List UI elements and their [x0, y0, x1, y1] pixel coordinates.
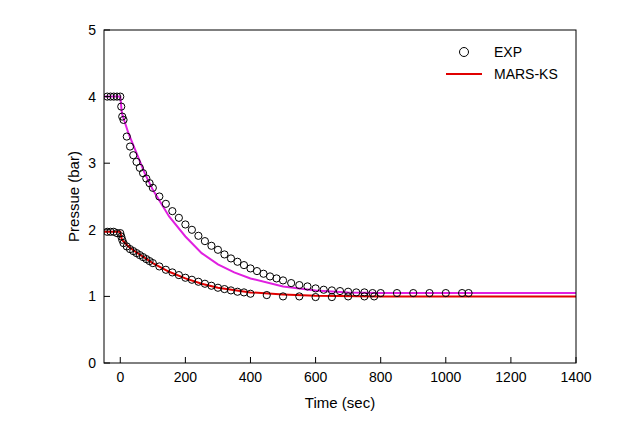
- x-tick-label: 0: [116, 369, 124, 385]
- x-tick-label: 200: [174, 369, 198, 385]
- x-tick: [445, 357, 446, 363]
- y-tick-label: 3: [88, 155, 96, 171]
- exp-point: [175, 214, 182, 221]
- y-tick-label: 5: [88, 22, 96, 38]
- exp-point: [221, 251, 228, 258]
- legend-line: [446, 73, 482, 75]
- exp-point: [208, 242, 215, 249]
- x-tick: [315, 357, 316, 363]
- exp-point: [136, 164, 143, 171]
- x-tick-label: 400: [239, 369, 263, 385]
- x-axis-label: Time (sec): [305, 394, 375, 411]
- legend-marker: [460, 48, 469, 57]
- exp-point: [118, 103, 125, 110]
- exp-point: [130, 152, 137, 159]
- x-tick-label: 600: [304, 369, 328, 385]
- x-tick-label: 1400: [560, 369, 591, 385]
- exp-point: [227, 287, 234, 294]
- exp-point: [247, 290, 254, 297]
- exp-point: [288, 279, 295, 286]
- exp-point: [169, 208, 176, 215]
- exp-point: [320, 286, 327, 293]
- y-tick-label: 4: [88, 89, 96, 105]
- plot-area: [104, 93, 576, 301]
- y-axis-label: Pressue (bar): [65, 151, 82, 242]
- x-tick-label: 1000: [430, 369, 461, 385]
- exp-point: [442, 289, 449, 296]
- exp-point: [353, 289, 360, 296]
- exp-point: [214, 246, 221, 253]
- exp-point: [361, 293, 368, 300]
- x-tick: [576, 357, 577, 363]
- y-tick: [104, 229, 110, 230]
- x-tick: [185, 357, 186, 363]
- exp-point: [126, 143, 133, 150]
- exp-point: [296, 281, 303, 288]
- legend-label: MARS-KS: [494, 66, 558, 82]
- exp-point: [279, 293, 286, 300]
- y-tick-label: 0: [88, 355, 96, 371]
- y-tick: [104, 296, 110, 297]
- exp-point: [240, 289, 247, 296]
- exp-point: [328, 293, 335, 300]
- exp-point: [156, 193, 163, 200]
- x-tick-label: 1200: [495, 369, 526, 385]
- x-tick: [250, 357, 251, 363]
- legend: EXP MARS-KS: [446, 44, 558, 82]
- exp-point: [182, 221, 189, 228]
- exp-point: [188, 226, 195, 233]
- sim-line: [104, 97, 576, 293]
- exp-point: [426, 289, 433, 296]
- exp-point: [371, 293, 378, 300]
- exp-point: [123, 133, 130, 140]
- y-tick: [104, 363, 110, 364]
- exp-point: [117, 93, 124, 100]
- exp-point: [410, 289, 417, 296]
- exp-point: [201, 238, 208, 245]
- legend-label: EXP: [494, 44, 522, 60]
- y-tick: [104, 163, 110, 164]
- exp-point: [214, 284, 221, 291]
- x-tick: [380, 357, 381, 363]
- exp-point: [279, 277, 286, 284]
- exp-point: [345, 293, 352, 300]
- exp-point: [221, 285, 228, 292]
- sim-line: [104, 232, 576, 297]
- exp-point: [312, 285, 319, 292]
- exp-point: [162, 200, 169, 207]
- y-tick: [104, 96, 110, 97]
- exp-point: [263, 291, 270, 298]
- exp-point: [328, 287, 335, 294]
- exp-point: [465, 289, 472, 296]
- exp-point: [296, 293, 303, 300]
- exp-point: [120, 116, 127, 123]
- plot-frame: [104, 30, 576, 363]
- exp-point: [195, 232, 202, 239]
- exp-point: [304, 283, 311, 290]
- x-tick: [120, 357, 121, 363]
- exp-point: [149, 184, 156, 191]
- chart: 0 200 400 600 800 1000 1200 1400 0 1 2 3 4 5 Time (sec…: [0, 0, 629, 440]
- y-tick: [104, 30, 110, 31]
- exp-point: [312, 293, 319, 300]
- y-tick-label: 1: [88, 288, 96, 304]
- exp-point: [336, 287, 343, 294]
- exp-point: [139, 170, 146, 177]
- x-tick-label: 800: [369, 369, 393, 385]
- y-tick-label: 2: [88, 222, 96, 238]
- x-tick: [510, 357, 511, 363]
- exp-point: [393, 289, 400, 296]
